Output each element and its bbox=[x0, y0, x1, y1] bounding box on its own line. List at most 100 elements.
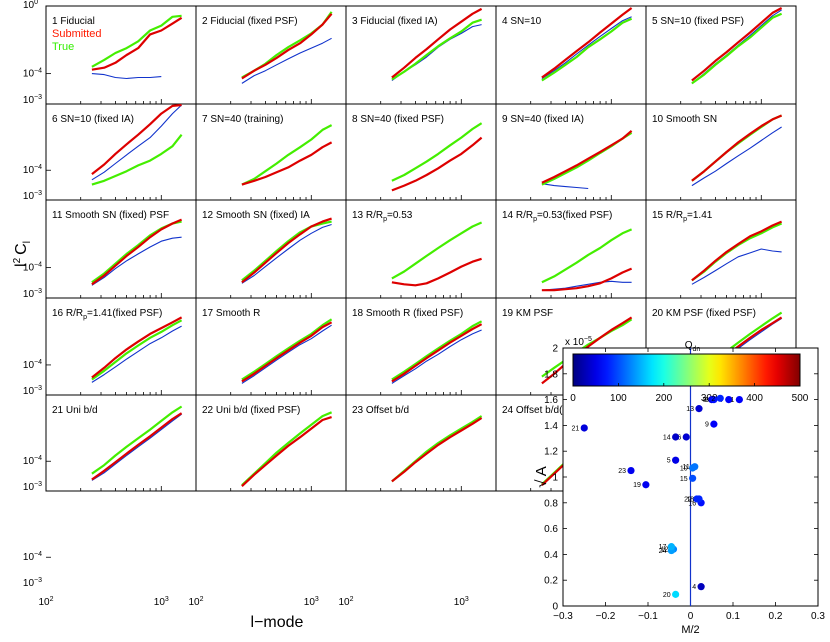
panel-label: 1 Fiducial bbox=[52, 16, 95, 27]
point-2 bbox=[716, 394, 724, 402]
scatter-x-tick-label: −0.2 bbox=[596, 611, 616, 622]
panel-series bbox=[241, 411, 333, 488]
panel-label-main: 1 Fiducial bbox=[52, 16, 95, 27]
series-blue bbox=[391, 329, 482, 384]
panel-frame bbox=[45, 297, 197, 396]
point-label: 17 bbox=[659, 544, 667, 551]
series-submitted bbox=[391, 136, 483, 192]
y-tick-label: 10−3 bbox=[23, 481, 42, 493]
panel-series bbox=[691, 114, 783, 187]
x-tick-label: 103 bbox=[304, 596, 319, 608]
colorbar-tick-label: 400 bbox=[746, 393, 763, 404]
panel-series bbox=[91, 218, 183, 286]
panel-label-main: 23 Offset b/d bbox=[352, 405, 409, 416]
panel-label-sub: p bbox=[683, 216, 687, 223]
panel-frame bbox=[645, 5, 797, 105]
y-tick-label-base: 10 bbox=[23, 165, 35, 176]
panel-frame bbox=[495, 103, 647, 201]
y-tick-label-base: 10 bbox=[23, 263, 35, 274]
series-submitted bbox=[391, 323, 483, 383]
point-label: 3 bbox=[705, 397, 709, 404]
panel-label-main: 4 SN=10 bbox=[502, 16, 542, 27]
panel-7: 7 SN=40 (training) bbox=[195, 103, 347, 201]
panel-17: 17 Smooth R bbox=[195, 297, 347, 396]
panel-label-sub: p bbox=[83, 314, 87, 321]
scatter-chart: 0 0.2 0.4 0.6 0.8 1 1.2 1.4 1.6 1.8 2 −0.3 −0.2 −0.1 0… bbox=[533, 336, 825, 636]
panel-label-main: 3 Fiducial (fixed IA) bbox=[352, 16, 438, 27]
point-4 bbox=[697, 583, 705, 591]
scatter-y-tick-label: 2 bbox=[552, 344, 558, 355]
panel-label-sub: p bbox=[383, 216, 387, 223]
panel-label: 4 SN=10 bbox=[502, 16, 542, 27]
x-tick-label-base: 10 bbox=[188, 597, 200, 608]
point-1 bbox=[735, 396, 743, 404]
y-tick-label-base: 10 bbox=[23, 386, 35, 397]
x-tick-label: 103 bbox=[154, 596, 169, 608]
panel-14: 14 R/Rp=0.53(fixed PSF) bbox=[495, 199, 647, 299]
panel-frame bbox=[195, 297, 347, 396]
x-tick-label-base: 10 bbox=[338, 597, 350, 608]
series-blue bbox=[241, 37, 332, 84]
series-submitted bbox=[541, 316, 633, 385]
series-submitted bbox=[241, 141, 333, 186]
series-blue bbox=[91, 413, 182, 481]
x-axis-ticks: 102 103 102 103 102 103 bbox=[38, 596, 468, 608]
panel-label: 17 Smooth R bbox=[202, 308, 260, 319]
panel-frame bbox=[345, 394, 497, 492]
panel-label-suffix: =0.53(fixed PSF) bbox=[537, 210, 612, 221]
panel-series bbox=[691, 7, 783, 85]
panel-label-main: 12 Smooth SN (fixed) IA bbox=[202, 210, 310, 221]
scatter-y-tick-label: 1.2 bbox=[544, 447, 558, 458]
point-label: 10 bbox=[680, 465, 688, 472]
panel-series bbox=[541, 130, 633, 190]
series-submitted bbox=[241, 217, 332, 284]
point-3 bbox=[710, 396, 718, 404]
y-tick-label-exp: −4 bbox=[34, 455, 42, 462]
y-tick-label: 10−3 bbox=[23, 385, 42, 397]
panel-10: 10 Smooth SN bbox=[645, 103, 797, 201]
panel-label-sub: p bbox=[533, 216, 537, 223]
y-tick-label-base: 10 bbox=[23, 360, 35, 371]
series-submitted bbox=[91, 104, 182, 175]
scatter-y-multiplier-exp: −5 bbox=[584, 336, 592, 343]
panel-label: 24 Offset b/d(fixed PSF) bbox=[502, 405, 609, 416]
point-14 bbox=[672, 433, 680, 441]
series-submitted bbox=[91, 218, 183, 286]
panel-5: 5 SN=10 (fixed PSF) bbox=[645, 5, 797, 105]
scatter-y-label: √ A bbox=[533, 466, 550, 488]
x-tick-label-base: 10 bbox=[454, 597, 466, 608]
panel-series bbox=[391, 7, 483, 81]
panel-series bbox=[241, 217, 332, 284]
y-tick-label-base: 10 bbox=[23, 95, 35, 106]
y-axis-label: l2Cl bbox=[12, 241, 33, 267]
series-submitted bbox=[391, 257, 482, 287]
panel-label-suffix: =0.53 bbox=[387, 210, 413, 221]
y-tick-label: 10−3 bbox=[23, 190, 42, 202]
panel-label: 15 R/Rp=1.41 bbox=[652, 210, 713, 223]
series-true bbox=[91, 14, 182, 68]
series-true bbox=[391, 320, 483, 381]
scatter-y-multiplier: x 10−5 bbox=[565, 336, 592, 348]
scatter-x-tick-label: 0 bbox=[688, 611, 694, 622]
panel-series bbox=[241, 124, 333, 186]
y-tick-label-exp: −4 bbox=[34, 551, 42, 558]
panel-label: 14 R/Rp=0.53(fixed PSF) bbox=[502, 210, 612, 223]
point-label: 9 bbox=[705, 422, 709, 429]
colorbar-tick-label: 200 bbox=[655, 393, 672, 404]
point-20 bbox=[672, 590, 680, 598]
y-tick-label-exp: −4 bbox=[34, 359, 42, 366]
series-submitted bbox=[691, 7, 783, 82]
point-label: 12 bbox=[661, 547, 669, 554]
series-blue bbox=[541, 183, 589, 190]
y-tick-label-exp: −4 bbox=[34, 164, 42, 171]
panel-21: 21 Uni b/d bbox=[45, 394, 197, 492]
y-tick-label-exp: −3 bbox=[34, 577, 42, 584]
panel-label: 9 SN=40 (fixed IA) bbox=[502, 114, 584, 125]
series-blue bbox=[91, 325, 182, 383]
y-tick-label: 10−3 bbox=[23, 577, 42, 589]
panel-label-main: 15 R/R bbox=[652, 210, 683, 221]
point-23 bbox=[627, 466, 635, 475]
point-label: 11 bbox=[682, 464, 689, 471]
point-17 bbox=[667, 543, 675, 551]
